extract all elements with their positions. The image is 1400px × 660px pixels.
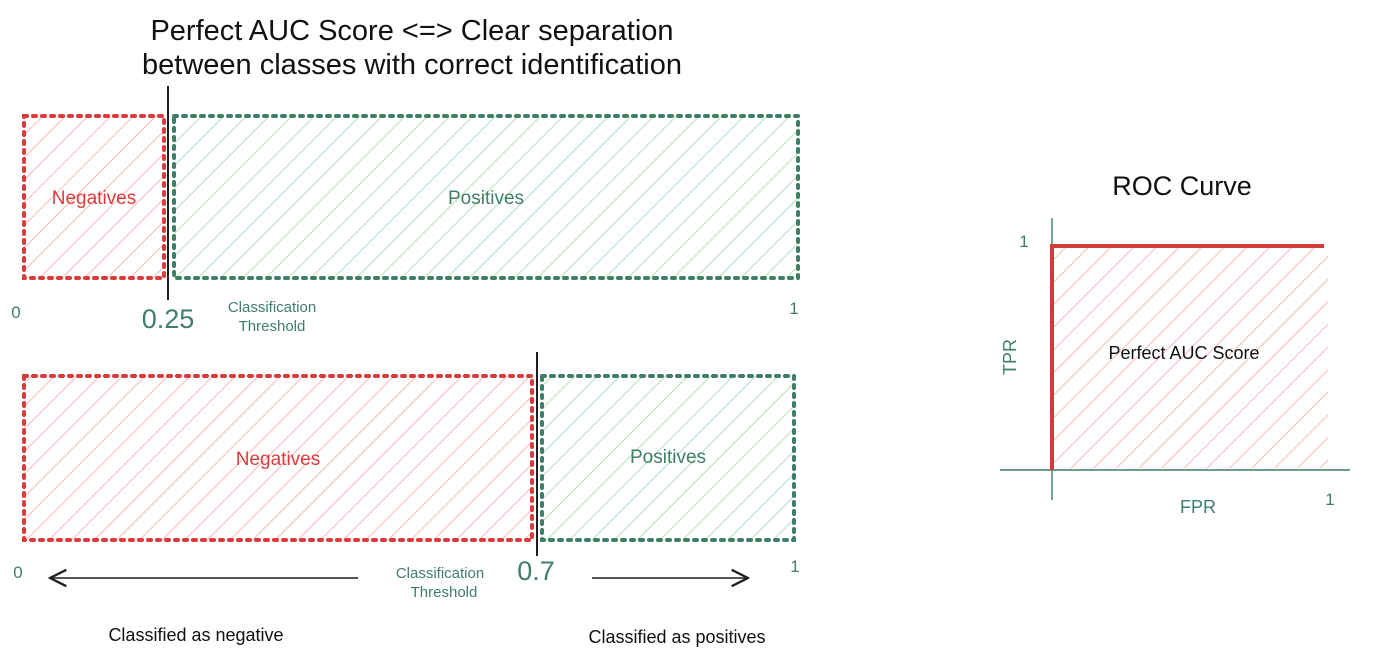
top-negatives-region (22, 114, 166, 280)
title-line-2: between classes with correct identificat… (142, 49, 682, 81)
bottom-threshold-value: 0.7 (517, 556, 555, 586)
bottom-negatives-region (22, 374, 534, 542)
roc-x-tick: 1 (1325, 490, 1334, 509)
roc-title: ROC Curve (1112, 171, 1252, 201)
roc-area (1052, 246, 1328, 468)
top-threshold-value: 0.25 (142, 304, 195, 334)
classified-negative-label: Classified as negative (108, 625, 283, 645)
top-scale-start: 0 (11, 303, 20, 322)
top-negatives-label: Negatives (52, 188, 137, 209)
title-line-1: Perfect AUC Score <=> Clear separation (150, 15, 673, 47)
bottom-negatives-label: Negatives (236, 449, 321, 470)
roc-area-label: Perfect AUC Score (1108, 343, 1259, 363)
top-threshold-label-2: Threshold (239, 318, 306, 335)
top-diagram: Negatives Positives 0 0.25 Classificatio… (11, 86, 800, 335)
roc-x-axis-label: FPR (1180, 497, 1216, 517)
bottom-threshold-label-1: Classification (396, 565, 484, 582)
bottom-scale-start: 0 (13, 563, 22, 582)
top-scale-end: 1 (789, 299, 798, 318)
roc-chart: ROC Curve 1 1 TPR FPR Perfect AUC Score (1000, 171, 1350, 517)
roc-curve (1050, 244, 1324, 470)
roc-y-tick: 1 (1019, 232, 1028, 251)
top-positives-label: Positives (448, 188, 524, 209)
top-threshold-label-1: Classification (228, 299, 316, 316)
bottom-scale-end: 1 (790, 557, 799, 576)
bottom-threshold-label-2: Threshold (411, 584, 478, 601)
roc-y-axis-label: TPR (1000, 339, 1020, 375)
top-positives-region (172, 114, 800, 280)
classified-positive-label: Classified as positives (588, 627, 765, 647)
bottom-positives-region (540, 374, 796, 542)
bottom-diagram: Negatives Positives 0 Classification Thr… (13, 352, 800, 647)
bottom-positives-label: Positives (630, 447, 706, 468)
